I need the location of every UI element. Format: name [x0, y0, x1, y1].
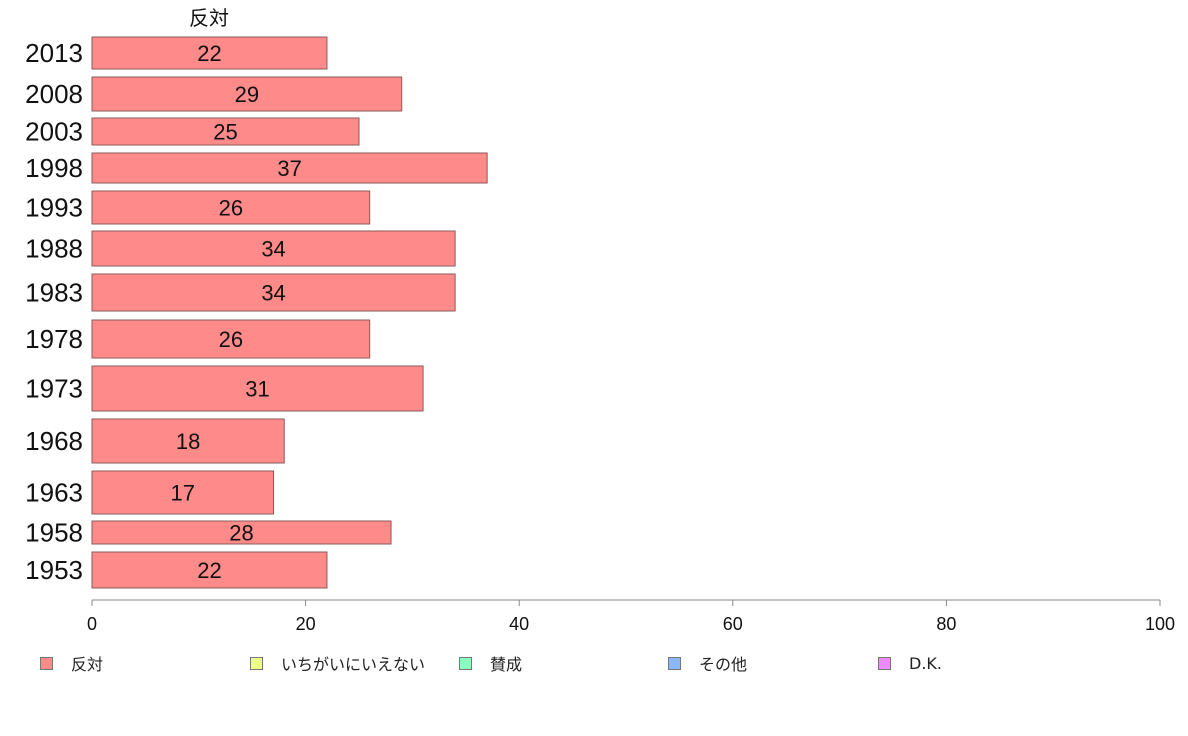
- bar-chart: 反対 22 2013 29 2008 25 2003 37 1998 26 1993 34 1988 34…: [25, 6, 1175, 634]
- category-label: 2003: [25, 117, 83, 147]
- x-tick-label: 0: [87, 614, 97, 634]
- category-label: 1998: [25, 153, 83, 183]
- bar-value-label: 28: [229, 521, 253, 546]
- bar-value-label: 29: [235, 82, 259, 107]
- bar: [91, 190, 371, 225]
- category-label: 1958: [25, 518, 83, 548]
- bar-value-label: 25: [213, 120, 237, 145]
- legend-item-4: D.K.: [878, 652, 942, 674]
- category-label: 2008: [25, 79, 83, 109]
- bar-value-label: 26: [219, 196, 243, 221]
- category-label: 1963: [25, 478, 83, 508]
- legend-swatch: [40, 656, 53, 670]
- x-tick-label: 80: [936, 614, 956, 634]
- x-tick-label: 100: [1145, 614, 1175, 634]
- category-label: 1978: [25, 324, 83, 354]
- bar: [91, 76, 403, 112]
- bar-value-label: 22: [197, 41, 221, 66]
- legend-label: その他: [699, 655, 748, 674]
- column-header: 反対: [189, 6, 229, 30]
- legend-item-0: 反対: [40, 652, 103, 674]
- legend: 反対 いちがいにいえない 賛成 その他 D.K.: [0, 652, 1188, 676]
- bar: [91, 36, 328, 70]
- category-label: 2013: [25, 38, 83, 68]
- category-label: 1953: [25, 555, 83, 585]
- legend-item-2: 賛成: [459, 652, 522, 674]
- legend-swatch: [878, 656, 891, 670]
- category-label: 1993: [25, 193, 83, 223]
- bar-value-label: 18: [176, 429, 200, 454]
- x-tick-label: 60: [723, 614, 743, 634]
- legend-swatch: [668, 656, 681, 670]
- bar-value-label: 22: [197, 558, 221, 583]
- category-label: 1988: [25, 234, 83, 264]
- legend-item-3: その他: [668, 652, 747, 674]
- x-tick-label: 20: [296, 614, 316, 634]
- bar-value-label: 34: [261, 281, 285, 306]
- bar: [91, 152, 488, 184]
- legend-item-1: いちがいにいえない: [250, 652, 425, 674]
- x-tick-label: 40: [509, 614, 529, 634]
- bar: [91, 230, 456, 267]
- legend-swatch: [459, 656, 472, 670]
- legend-label: 反対: [71, 655, 104, 674]
- bar: [91, 273, 456, 312]
- bar: [91, 319, 371, 359]
- bar: [91, 418, 285, 464]
- bar: [91, 520, 392, 545]
- legend-label: いちがいにいえない: [281, 655, 426, 674]
- bar: [91, 551, 328, 589]
- category-label: 1973: [25, 374, 83, 404]
- bar-value-label: 34: [261, 237, 285, 262]
- legend-label: D.K.: [909, 653, 942, 673]
- bar-value-label: 26: [219, 327, 243, 352]
- legend-label: 賛成: [490, 655, 523, 674]
- bar: [91, 117, 360, 146]
- legend-swatch: [250, 656, 263, 670]
- bar-value-label: 37: [277, 156, 301, 181]
- bar: [91, 365, 424, 412]
- category-label: 1968: [25, 426, 83, 456]
- category-label: 1983: [25, 278, 83, 308]
- bar: [91, 470, 275, 515]
- bar-value-label: 31: [245, 377, 269, 402]
- bar-value-label: 17: [171, 481, 195, 506]
